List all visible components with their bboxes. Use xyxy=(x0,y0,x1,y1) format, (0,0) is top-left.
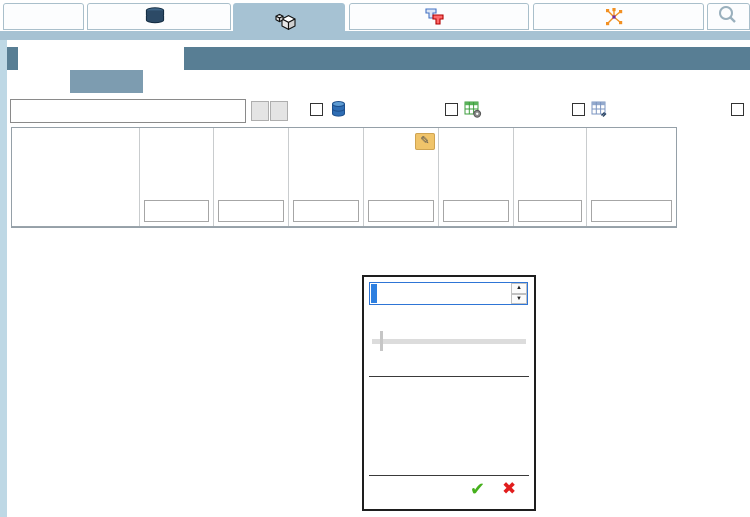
value-slider[interactable] xyxy=(372,339,526,344)
search-abc-icon xyxy=(715,5,743,29)
column-header-r1[interactable] xyxy=(439,128,514,226)
tab-text-search[interactable] xyxy=(707,3,750,30)
column-filter-input[interactable] xyxy=(144,200,209,222)
column-filter-input[interactable] xyxy=(293,200,359,222)
spinner-value[interactable] xyxy=(371,284,377,303)
column-header-h[interactable] xyxy=(140,128,214,226)
column-filter-input[interactable] xyxy=(518,200,582,222)
value-editor-popup: ▲ ▼ ✔ ✖ xyxy=(362,275,536,511)
main-tabbar xyxy=(0,0,750,40)
tab-part-view[interactable] xyxy=(233,3,345,40)
edit-length-button[interactable]: ✎ xyxy=(415,133,435,150)
view-tabbar xyxy=(7,70,750,93)
left-border-strip xyxy=(0,40,7,517)
column-filter-input[interactable] xyxy=(368,200,434,222)
erp-database-icon xyxy=(330,100,347,118)
compare-parts-icon xyxy=(424,7,445,26)
spinner-up-button[interactable]: ▲ xyxy=(511,283,527,294)
spinner-down-button[interactable]: ▼ xyxy=(511,293,527,304)
tab-vertical[interactable] xyxy=(70,70,143,93)
document-tab[interactable] xyxy=(18,47,184,70)
cancel-button[interactable]: ✖ xyxy=(502,479,517,498)
cube-icon xyxy=(274,12,296,32)
table-toolbar xyxy=(8,93,750,127)
active-tab-strip xyxy=(0,31,750,40)
column-header-l[interactable]: ✎ xyxy=(364,128,439,226)
secondary-variables-icon xyxy=(591,101,609,118)
secondary-variables-checkbox[interactable] xyxy=(572,103,585,116)
value-spinner[interactable]: ▲ ▼ xyxy=(369,282,528,305)
column-header-r2[interactable] xyxy=(514,128,587,226)
network-icon xyxy=(604,7,624,27)
tab-part-comparison[interactable] xyxy=(349,3,529,30)
column-header-s[interactable] xyxy=(289,128,364,226)
database-stack-icon xyxy=(144,7,166,26)
column-filter-input[interactable] xyxy=(443,200,509,222)
table-header: ✎ xyxy=(12,128,676,227)
column-filter-input[interactable] xyxy=(591,200,672,222)
main-variables-checkbox[interactable] xyxy=(445,103,458,116)
main-variables-icon xyxy=(464,101,482,118)
find-next-button[interactable] xyxy=(270,101,288,121)
extra-variables-checkbox[interactable] xyxy=(731,103,744,116)
tab-assistant[interactable] xyxy=(3,3,84,30)
slider-handle-icon[interactable] xyxy=(380,331,383,351)
erp-variables-checkbox[interactable] xyxy=(310,103,323,116)
header-eclass xyxy=(12,128,140,226)
column-header-b[interactable] xyxy=(214,128,289,226)
popup-divider xyxy=(369,376,529,377)
column-header-form[interactable] xyxy=(587,128,676,226)
popup-divider xyxy=(369,475,529,476)
tab-table[interactable] xyxy=(18,70,62,93)
confirm-button[interactable]: ✔ xyxy=(470,479,486,499)
column-filter-input[interactable] xyxy=(218,200,284,222)
document-titlebar xyxy=(7,47,750,70)
tab-cloud-navigator[interactable] xyxy=(533,3,704,30)
find-previous-button[interactable] xyxy=(251,101,269,121)
tab-part-selection[interactable] xyxy=(87,3,231,30)
find-in-table-input[interactable] xyxy=(10,99,246,123)
parts-table: ✎ xyxy=(11,127,677,228)
